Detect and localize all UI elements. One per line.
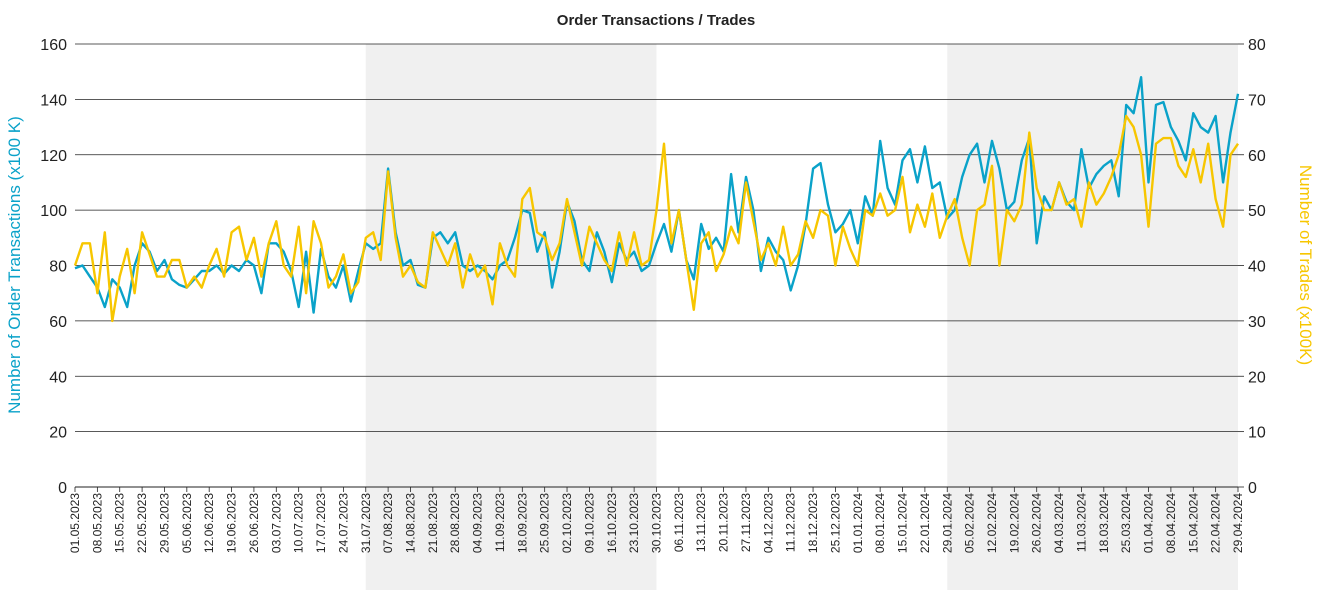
x-tick-label: 12.02.2024 — [985, 493, 999, 553]
x-tick-label: 24.07.2023 — [336, 493, 350, 553]
x-tick-label: 11.12.2023 — [784, 493, 798, 552]
x-tick-label: 12.06.2023 — [202, 493, 216, 553]
chart-title: Order Transactions / Trades — [557, 12, 755, 29]
x-tick-label: 18.03.2024 — [1097, 493, 1111, 553]
x-tick-label: 22.05.2023 — [135, 493, 149, 553]
x-tick-label: 11.09.2023 — [493, 493, 507, 552]
x-tick-label: 31.07.2023 — [359, 493, 373, 553]
x-tick-label: 10.07.2023 — [292, 493, 306, 553]
x-tick-label: 01.04.2024 — [1142, 493, 1156, 553]
x-tick-label: 29.01.2024 — [940, 493, 954, 553]
x-tick-label: 16.10.2023 — [605, 493, 619, 553]
x-tick-label: 07.08.2023 — [381, 493, 395, 553]
x-tick-label: 26.06.2023 — [247, 493, 261, 553]
x-tick-label: 01.05.2023 — [68, 493, 82, 553]
x-tick-label: 26.02.2024 — [1030, 493, 1044, 553]
y2-tick-label: 10 — [1248, 425, 1266, 442]
y-tick-label: 100 — [40, 203, 67, 220]
y2-tick-label: 0 — [1248, 480, 1257, 497]
y-tick-label: 20 — [49, 425, 67, 442]
x-tick-label: 29.04.2024 — [1231, 493, 1245, 553]
x-tick-label: 04.09.2023 — [471, 493, 485, 553]
x-tick-label: 15.01.2024 — [896, 493, 910, 553]
x-tick-label: 29.05.2023 — [157, 493, 171, 553]
x-tick-label: 28.08.2023 — [448, 493, 462, 553]
x-tick-label: 08.01.2024 — [873, 493, 887, 553]
x-tick-label: 04.12.2023 — [761, 493, 775, 553]
x-tick-label: 23.10.2023 — [627, 493, 641, 553]
y-tick-label: 0 — [58, 480, 67, 497]
x-tick-label: 11.03.2024 — [1074, 493, 1088, 552]
y-tick-label: 160 — [40, 37, 67, 54]
x-tick-label: 19.06.2023 — [225, 493, 239, 553]
x-tick-label: 06.11.2023 — [672, 493, 686, 552]
x-tick-label: 05.02.2024 — [963, 493, 977, 553]
y2-tick-label: 80 — [1248, 37, 1266, 54]
y2-tick-label: 30 — [1248, 314, 1266, 331]
x-tick-label: 15.05.2023 — [113, 493, 127, 553]
y2-axis-label: Number of Trades (x100K) — [1296, 165, 1315, 365]
series-line — [73, 114, 1239, 323]
x-tick-label: 05.06.2023 — [180, 493, 194, 553]
x-tick-label: 21.08.2023 — [426, 493, 440, 553]
x-tick-label: 25.09.2023 — [538, 493, 552, 553]
y2-tick-label: 20 — [1248, 369, 1266, 386]
x-tick-label: 13.11.2023 — [694, 493, 708, 552]
y-axis-label: Number of Order Transactions (x100 K) — [5, 116, 24, 414]
x-tick-label: 22.01.2024 — [918, 493, 932, 553]
x-tick-label: 15.04.2024 — [1186, 493, 1200, 553]
y2-tick-label: 50 — [1248, 203, 1266, 220]
x-tick-label: 22.04.2024 — [1209, 493, 1223, 553]
x-tick-label: 25.03.2024 — [1119, 493, 1133, 553]
x-tick-label: 30.10.2023 — [650, 493, 664, 553]
x-tick-label: 19.02.2024 — [1007, 493, 1021, 553]
y-tick-label: 140 — [40, 92, 67, 109]
x-tick-label: 03.07.2023 — [269, 493, 283, 553]
y2-tick-label: 70 — [1248, 92, 1266, 109]
y2-tick-label: 60 — [1248, 148, 1266, 165]
x-tick-label: 08.04.2024 — [1164, 493, 1178, 553]
x-tick-label: 27.11.2023 — [739, 493, 753, 552]
y-tick-label: 80 — [49, 259, 67, 276]
x-tick-label: 08.05.2023 — [90, 493, 104, 553]
x-tick-label: 09.10.2023 — [582, 493, 596, 553]
x-tick-label: 01.01.2024 — [851, 493, 865, 553]
y2-tick-label: 40 — [1248, 259, 1266, 276]
x-tick-label: 18.09.2023 — [515, 493, 529, 553]
x-tick-label: 18.12.2023 — [806, 493, 820, 553]
shaded-band-below — [947, 487, 1238, 590]
x-tick-label: 04.03.2024 — [1052, 493, 1066, 553]
x-tick-label: 17.07.2023 — [314, 493, 328, 553]
shaded-band-below — [365, 487, 657, 590]
y-tick-label: 60 — [49, 314, 67, 331]
y-tick-label: 40 — [49, 369, 67, 386]
x-tick-label: 14.08.2023 — [403, 493, 417, 553]
x-tick-label: 20.11.2023 — [717, 493, 731, 552]
x-tick-label: 02.10.2023 — [560, 493, 574, 553]
y-tick-label: 120 — [40, 148, 67, 165]
x-tick-label: 25.12.2023 — [828, 493, 842, 553]
